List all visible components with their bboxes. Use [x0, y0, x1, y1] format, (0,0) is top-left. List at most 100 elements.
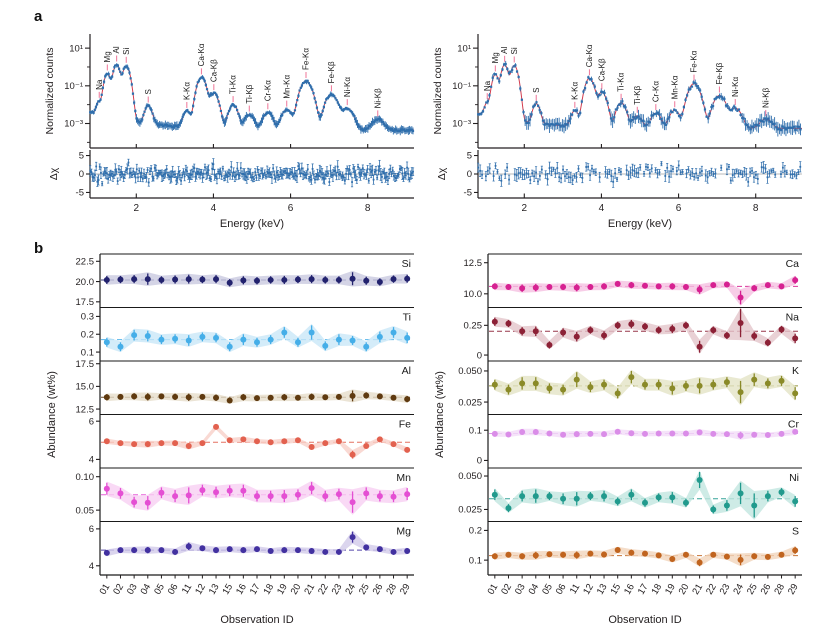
svg-text:4: 4	[89, 561, 94, 572]
axes: 10¹ 10⁻¹ 10⁻³ 5 0 -5 2 4 6 8 Energy (keV) Normalize…	[432, 34, 802, 230]
panel-a-label: a	[34, 8, 43, 25]
svg-text:Na: Na	[786, 312, 800, 324]
svg-text:0.025: 0.025	[458, 505, 482, 516]
svg-text:0: 0	[467, 169, 472, 180]
svg-text:12.5: 12.5	[76, 404, 95, 415]
svg-text:Cr-Kα: Cr-Kα	[651, 81, 660, 102]
svg-text:2: 2	[522, 203, 528, 214]
svg-text:Observation ID: Observation ID	[608, 614, 681, 626]
svg-text:04: 04	[527, 582, 542, 597]
residuals	[477, 160, 802, 188]
svg-text:10.0: 10.0	[464, 289, 483, 300]
svg-text:Δχ: Δχ	[436, 167, 448, 180]
svg-text:Ti-Kα: Ti-Kα	[617, 72, 626, 91]
svg-text:Si: Si	[402, 258, 411, 270]
svg-text:22: 22	[316, 582, 331, 597]
svg-text:S: S	[792, 526, 799, 538]
svg-text:Na: Na	[483, 80, 492, 91]
svg-text:0.25: 0.25	[464, 321, 483, 332]
svg-text:24: 24	[731, 582, 746, 597]
svg-text:6: 6	[288, 203, 294, 214]
svg-text:K-Kα: K-Kα	[570, 82, 579, 100]
svg-text:Ti-Kβ: Ti-Kβ	[245, 84, 254, 103]
svg-text:10⁻¹: 10⁻¹	[64, 81, 83, 92]
svg-text:4: 4	[89, 455, 94, 466]
svg-text:4: 4	[599, 203, 605, 214]
svg-text:22: 22	[704, 582, 719, 597]
svg-text:-5: -5	[464, 188, 472, 199]
row-fe: 6 4 Fe	[89, 413, 414, 468]
svg-text:0.050: 0.050	[458, 471, 482, 482]
svg-text:17: 17	[248, 582, 263, 597]
svg-text:Cr: Cr	[788, 419, 800, 431]
svg-text:Abundance (wt%): Abundance (wt%)	[46, 371, 58, 458]
svg-text:0: 0	[477, 456, 482, 467]
svg-text:15.0: 15.0	[76, 382, 95, 393]
svg-text:29: 29	[786, 582, 801, 597]
svg-text:10⁻¹: 10⁻¹	[452, 81, 471, 92]
svg-text:21: 21	[302, 582, 317, 597]
svg-text:Ca-Kα: Ca-Kα	[197, 43, 206, 66]
svg-text:24: 24	[343, 582, 358, 597]
svg-text:Ni-Kβ: Ni-Kβ	[373, 88, 382, 109]
svg-text:12: 12	[581, 582, 596, 597]
row-mn: 0.10 0.05 Mn	[76, 467, 414, 522]
svg-text:Si: Si	[122, 47, 131, 54]
svg-text:Al: Al	[402, 365, 411, 377]
svg-text:Fe-Kβ: Fe-Kβ	[327, 61, 336, 83]
svg-text:15: 15	[608, 582, 623, 597]
svg-text:25: 25	[357, 582, 372, 597]
svg-text:Fe-Kβ: Fe-Kβ	[715, 62, 724, 84]
svg-text:0.2: 0.2	[469, 526, 482, 537]
svg-text:0.05: 0.05	[76, 505, 95, 516]
svg-text:Ca-Kβ: Ca-Kβ	[209, 59, 218, 82]
svg-text:Ca-Kα: Ca-Kα	[585, 44, 594, 67]
svg-text:-5: -5	[76, 188, 84, 199]
svg-text:Ti-Kα: Ti-Kα	[229, 75, 238, 94]
svg-text:22.5: 22.5	[76, 256, 95, 267]
svg-text:Al: Al	[500, 46, 509, 53]
svg-text:6: 6	[676, 203, 682, 214]
svg-text:03: 03	[125, 582, 140, 597]
svg-text:0.10: 0.10	[76, 472, 95, 483]
svg-text:6: 6	[89, 524, 94, 535]
svg-text:02: 02	[499, 582, 514, 597]
svg-text:06: 06	[554, 582, 569, 597]
abundance-plot-left-column: 22.5 20.0 17.5 Si 0.3 0.2 0.1 Ti 17.5 15.0 12.5 Al 6…	[46, 253, 414, 626]
svg-text:23: 23	[718, 582, 733, 597]
row-na: 0.25 0 Na	[464, 306, 802, 361]
svg-text:0.1: 0.1	[469, 425, 482, 436]
row-k: 0.050 0.025 K	[458, 360, 802, 415]
svg-text:Ti: Ti	[403, 312, 411, 324]
spectrum-plot-right: 10¹ 10⁻¹ 10⁻³ 5 0 -5 2 4 6 8 Energy (keV) Normalize…	[432, 34, 802, 230]
svg-text:13: 13	[207, 582, 222, 597]
svg-text:21: 21	[690, 582, 705, 597]
svg-text:Ni-Kα: Ni-Kα	[343, 77, 352, 98]
svg-text:Ti-Kβ: Ti-Kβ	[633, 85, 642, 104]
svg-text:18: 18	[261, 582, 276, 597]
svg-text:01: 01	[98, 582, 113, 597]
svg-text:Fe: Fe	[399, 419, 411, 431]
svg-text:20: 20	[677, 582, 692, 597]
svg-text:28: 28	[384, 582, 399, 597]
row-s: 0.2 0.1 S	[469, 520, 802, 575]
svg-text:26: 26	[759, 582, 774, 597]
svg-text:03: 03	[513, 582, 528, 597]
svg-text:04: 04	[139, 582, 154, 597]
svg-text:12: 12	[193, 582, 208, 597]
svg-text:16: 16	[622, 582, 637, 597]
svg-text:Mn: Mn	[396, 472, 411, 484]
row-mg: 6 4 Mg	[89, 520, 414, 575]
svg-text:2: 2	[134, 203, 140, 214]
svg-text:17: 17	[636, 582, 651, 597]
svg-text:13: 13	[595, 582, 610, 597]
row-ni: 0.050 0.025 Ni	[458, 467, 802, 522]
svg-text:17.5: 17.5	[76, 297, 95, 308]
svg-text:0.025: 0.025	[458, 397, 482, 408]
svg-text:26: 26	[371, 582, 386, 597]
svg-text:28: 28	[772, 582, 787, 597]
svg-text:0.2: 0.2	[81, 329, 94, 340]
row-ca: 12.5 10.0 Ca	[464, 253, 802, 308]
